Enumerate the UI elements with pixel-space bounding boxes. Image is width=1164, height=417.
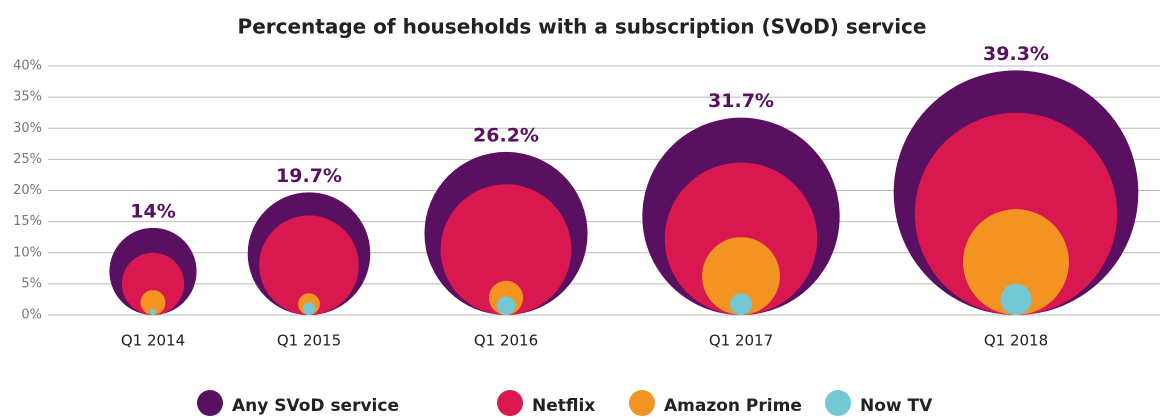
y-tick-label: 30%: [13, 121, 42, 136]
bubble: [730, 293, 752, 316]
legend-label: Amazon Prime: [664, 396, 802, 416]
x-tick-label: Q1 2017: [709, 332, 773, 350]
value-label: 14%: [130, 200, 175, 222]
bubble: [440, 184, 572, 315]
y-tick-label: 5%: [21, 276, 42, 291]
bubble: [302, 302, 316, 315]
bubbles: [109, 70, 1139, 316]
bubble: [259, 215, 359, 315]
legend-swatch: [629, 390, 655, 416]
x-tick-label: Q1 2018: [984, 332, 1048, 350]
legend-label: Netflix: [532, 396, 595, 416]
y-tick-label: 0%: [21, 308, 42, 323]
legend-swatch: [497, 390, 523, 416]
bubble: [963, 209, 1069, 315]
legend-swatch: [825, 390, 851, 416]
bubble: [702, 237, 780, 315]
y-tick-label: 35%: [13, 90, 42, 105]
x-tick-label: Q1 2014: [121, 332, 185, 350]
y-tick-label: 20%: [13, 183, 42, 198]
legend-swatch: [197, 390, 223, 416]
bubble: [496, 296, 516, 315]
chart-title: Percentage of households with a subscrip…: [238, 15, 927, 39]
bubble: [149, 308, 157, 316]
y-tick-label: 10%: [13, 245, 42, 260]
legend-label: Now TV: [860, 396, 933, 416]
x-tick-label: Q1 2016: [474, 332, 538, 350]
bubble: [140, 290, 166, 315]
bubble: [1000, 283, 1032, 315]
value-label: 26.2%: [473, 124, 539, 146]
y-tick-label: 25%: [13, 152, 42, 167]
value-label: 19.7%: [276, 165, 342, 187]
value-label: 31.7%: [708, 90, 774, 112]
x-tick-label: Q1 2015: [277, 332, 341, 350]
value-label: 39.3%: [983, 43, 1049, 65]
y-tick-label: 40%: [13, 59, 42, 74]
bubble: [121, 252, 185, 315]
legend-label: Any SVoD service: [232, 396, 399, 416]
y-tick-label: 15%: [13, 214, 42, 229]
